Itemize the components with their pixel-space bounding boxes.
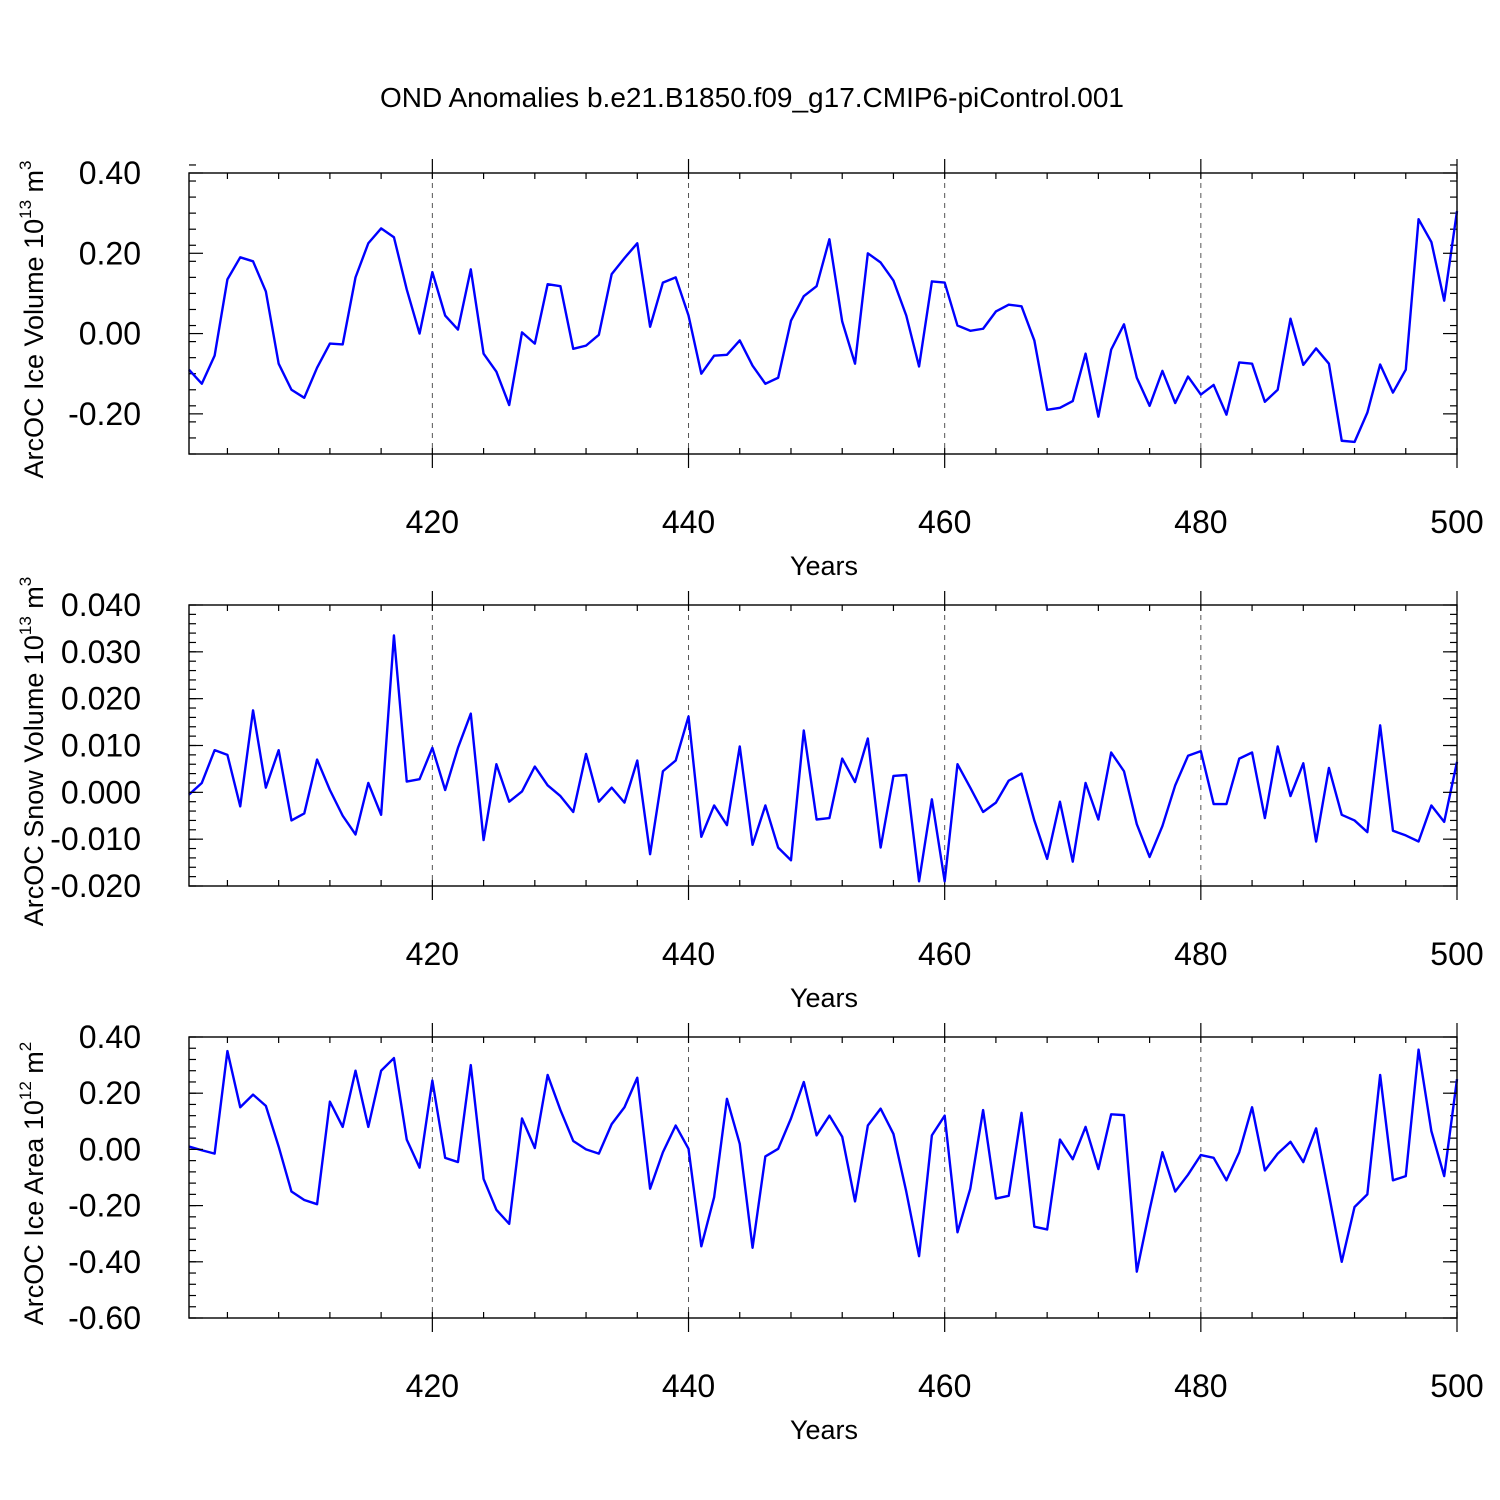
x-tick-label: 440	[662, 936, 715, 972]
x-tick-label: 460	[918, 1368, 971, 1404]
x-tick-label: 500	[1430, 936, 1483, 972]
panel-2: 0.040 0.030 0.020 0.010 0.000 -0.010 -0.020 420…	[16, 577, 1484, 1013]
plot-frame-1	[188, 172, 1458, 455]
y-tick-label: 0.010	[61, 728, 141, 764]
x-tick-label: 480	[1174, 936, 1227, 972]
x-axis-title: Years	[790, 983, 858, 1013]
x-tick-label: 420	[406, 936, 459, 972]
y-tick-label: 0.40	[79, 155, 141, 191]
y-tick-label: 0.020	[61, 681, 141, 717]
x-tick-label: 480	[1174, 504, 1227, 540]
y-tick-label: 0.000	[61, 774, 141, 810]
plot-frame-3	[188, 1036, 1458, 1319]
y-tick-label: 0.00	[79, 1131, 141, 1167]
x-tick-label: 460	[918, 936, 971, 972]
x-axis-title: Years	[790, 551, 858, 581]
y-tick-label: 0.20	[79, 1075, 141, 1111]
series-line-1	[188, 210, 1459, 444]
y-tick-label: -0.40	[68, 1244, 141, 1280]
y-tick-label: -0.010	[50, 821, 141, 857]
y-tick-label: 0.030	[61, 634, 141, 670]
panel-1: 0.40 0.20 0.00 -0.20 420 440 460 480 500 Years Arc…	[16, 155, 1484, 581]
series-line-3	[188, 1048, 1459, 1273]
panels: 0.40 0.20 0.00 -0.20 420 440 460 480 500 Years Arc…	[16, 155, 1484, 1445]
y-axis-title: ArcOC Ice Area 1012 m2	[16, 1042, 49, 1326]
series-line-2	[188, 634, 1459, 883]
chart-title: OND Anomalies b.e21.B1850.f09_g17.CMIP6-…	[380, 82, 1124, 113]
x-tick-label: 440	[662, 1368, 715, 1404]
x-tick-label: 500	[1430, 504, 1483, 540]
x-axis-title: Years	[790, 1415, 858, 1445]
y-axis-title: ArcOC Ice Volume 1013 m3	[16, 160, 49, 478]
x-tick-label: 460	[918, 504, 971, 540]
x-tick-label: 440	[662, 504, 715, 540]
y-tick-label: 0.00	[79, 316, 141, 352]
y-tick-label: -0.20	[68, 1188, 141, 1224]
panel-3: 0.40 0.20 0.00 -0.20 -0.40 -0.60 420 440 460 480 5…	[16, 1019, 1484, 1445]
x-tick-label: 480	[1174, 1368, 1227, 1404]
y-tick-label: -0.60	[68, 1300, 141, 1336]
y-tick-label: -0.020	[50, 868, 141, 904]
plot-frame-2	[188, 604, 1458, 887]
x-tick-label: 420	[406, 504, 459, 540]
y-tick-label: -0.20	[68, 396, 141, 432]
y-axis-title: ArcOC Snow Volume 1013 m3	[16, 577, 49, 927]
y-tick-label: 0.040	[61, 587, 141, 623]
x-tick-label: 500	[1430, 1368, 1483, 1404]
y-tick-label: 0.20	[79, 235, 141, 271]
y-tick-label: 0.40	[79, 1019, 141, 1055]
x-tick-label: 420	[406, 1368, 459, 1404]
